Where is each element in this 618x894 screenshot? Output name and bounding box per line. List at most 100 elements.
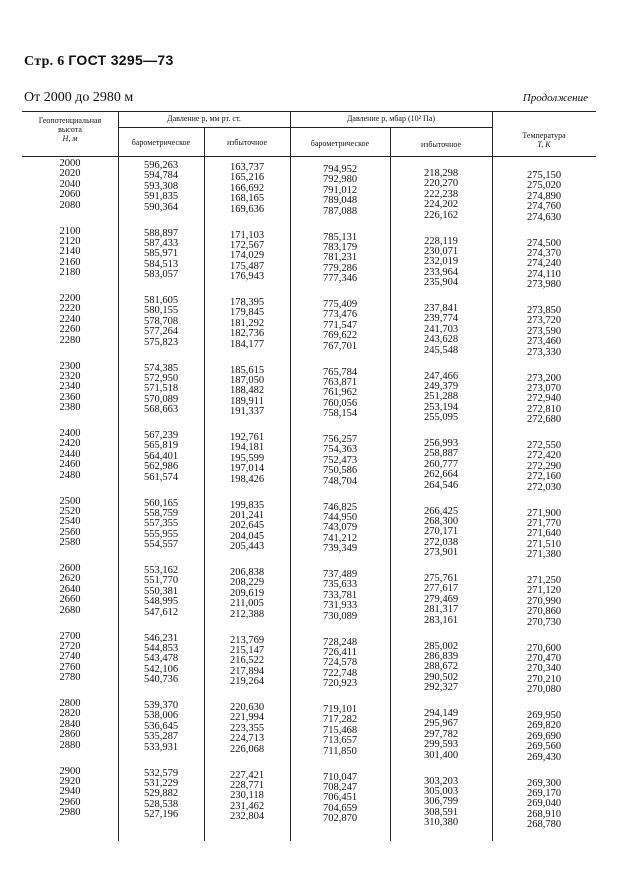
mm-barometric-cell: 548,995: [143, 596, 179, 608]
mbar-excess-column: 228,119 230,071 232,019 233,964 235,904: [390, 235, 492, 289]
mm-excess-cell: 228,771: [229, 779, 265, 791]
mm-barometric-cell: 594,784: [143, 170, 179, 182]
mm-barometric-cell: 587,433: [143, 237, 179, 249]
mm-excess-cell: 188,482: [229, 385, 265, 397]
temperature-cell: 274,500: [526, 237, 562, 249]
mm-barometric-cell: 578,708: [143, 315, 179, 327]
height-cell: 2840: [59, 718, 81, 730]
mm-barometric-cell: 560,165: [143, 497, 179, 509]
mm-barometric-cell: 536,645: [143, 720, 179, 732]
header-pressure-mm: Давление p, мм рт. ст.: [167, 114, 241, 123]
height-cell: 2080: [59, 199, 81, 211]
height-cell: 2980: [59, 807, 81, 819]
mm-barometric-cell: 596,263: [143, 160, 179, 171]
mbar-barometric-cell: 748,704: [322, 475, 358, 487]
mm-excess-cell: 178,395: [229, 297, 265, 308]
mm-barometric-cell: 584,513: [143, 258, 179, 270]
mm-excess-cell: 217,894: [229, 665, 265, 677]
mm-barometric-cell: 544,853: [143, 642, 179, 654]
temperature-column: 273,850 273,720 273,590 273,460 273,330: [492, 305, 596, 358]
mm-excess-cell: 194,181: [229, 442, 265, 454]
mbar-barometric-cell: 783,179: [322, 241, 358, 253]
mbar-excess-cell: 233,964: [423, 266, 459, 278]
mbar-excess-cell: 251,288: [423, 391, 459, 403]
height-cell: 2880: [59, 739, 81, 751]
mm-excess-cell: 209,619: [229, 587, 265, 599]
mbar-barometric-cell: 777,346: [322, 273, 358, 285]
mbar-barometric-cell: 706,451: [322, 792, 358, 804]
mm-excess-cell: 185,615: [229, 364, 265, 376]
range-title: От 2000 до 2980 м: [24, 90, 134, 105]
mbar-barometric-cell: 737,489: [322, 569, 358, 580]
mm-excess-cell: 176,943: [229, 271, 265, 283]
mm-barometric-cell: 583,057: [143, 269, 179, 281]
mbar-excess-cell: 294,149: [423, 708, 459, 719]
mbar-excess-cell: 297,782: [423, 728, 459, 740]
mm-barometric-cell: 593,308: [143, 180, 179, 192]
mm-barometric-cell: 561,574: [143, 471, 179, 483]
mm-excess-cell: 205,443: [229, 541, 265, 553]
mbar-barometric-cell: 722,748: [322, 667, 358, 679]
mbar-excess-cell: 308,591: [423, 806, 459, 818]
mbar-excess-cell: 228,119: [424, 235, 458, 247]
mbar-barometric-cell: 758,154: [322, 408, 358, 420]
mbar-excess-cell: 230,071: [423, 245, 459, 257]
temperature-cell: 274,890: [526, 190, 562, 202]
mm-barometric-cell: 570,089: [143, 393, 179, 405]
mm-excess-cell: 204,045: [229, 530, 265, 542]
mbar-excess-column: 237,841 239,774 241,703 243,628 245,548: [390, 303, 492, 356]
mm-excess-cell: 226,068: [229, 743, 265, 755]
height-column: 2400 2420 2440 2460 2480: [22, 428, 118, 481]
temperature-cell: 272,160: [526, 471, 562, 483]
mm-excess-cell: 224,713: [229, 733, 265, 745]
mm-barometric-cell: 562,986: [143, 461, 179, 473]
mbar-barometric-cell: 741,212: [322, 532, 358, 544]
temperature-cell: 270,990: [526, 595, 562, 607]
mbar-excess-column: 275,761 277,617 279,469 281,317 283,161: [390, 573, 492, 626]
height-cell: 2220: [59, 303, 81, 315]
height-cell: 2740: [59, 651, 81, 663]
mbar-excess-cell: 222,238: [423, 188, 459, 200]
height-cell: 2440: [59, 448, 81, 460]
mbar-excess-cell: 303,203: [423, 775, 459, 787]
mm-barometric-cell: 546,231: [143, 632, 179, 644]
mm-barometric-cell: 550,381: [143, 585, 179, 597]
height-cell: 2540: [59, 516, 81, 528]
mm-excess-column: 206,838 208,229 209,619 211,005 212,388: [204, 567, 290, 620]
mm-barometric-cell: 540,736: [143, 674, 179, 686]
mbar-excess-cell: 295,967: [423, 718, 459, 730]
mm-barometric-column: 539,370 538,006 536,645 535,287 533,931: [118, 700, 204, 753]
atmosphere-table: Геопотенциальная высота H, м Давление p,…: [22, 111, 596, 841]
height-cell: 2560: [59, 526, 81, 538]
mm-barometric-cell: 532,579: [143, 767, 179, 779]
temperature-cell: 271,510: [526, 538, 562, 550]
mbar-excess-column: 294,149 295,967 297,782 299,593 301,400: [390, 708, 492, 761]
mm-excess-cell: 171,103: [229, 229, 265, 241]
header-mbar-excess: избыточное: [420, 140, 462, 149]
mm-excess-cell: 208,229: [229, 577, 265, 589]
mm-excess-cell: 184,177: [229, 338, 265, 350]
header-height-line: высота: [58, 125, 82, 134]
temperature-cell: 273,070: [526, 382, 562, 394]
height-cell: 2520: [59, 505, 81, 517]
temperature-cell: 271,770: [526, 517, 562, 529]
temperature-cell: 268,780: [526, 819, 562, 831]
temperature-column: 272,550 272,420 272,290 272,160 272,030: [492, 440, 596, 493]
mbar-excess-cell: 260,777: [423, 458, 459, 470]
mbar-barometric-cell: 715,468: [322, 724, 358, 736]
mm-barometric-cell: 581,605: [143, 295, 179, 306]
temperature-cell: 269,820: [526, 720, 562, 732]
height-cell: 2640: [59, 583, 81, 595]
temperature-cell: 268,910: [526, 808, 562, 820]
mbar-excess-cell: 305,003: [423, 785, 459, 797]
mbar-excess-column: 218,298 220,270 222,238 224,202 226,162: [390, 168, 492, 221]
mbar-barometric-cell: 763,871: [322, 376, 358, 388]
mbar-barometric-cell: 754,363: [322, 444, 358, 456]
header-height-line: Геопотенциальная: [38, 116, 102, 125]
temperature-column: 275,150 275,020 274,890 274,760 274,630: [492, 170, 596, 223]
height-cell: 2380: [59, 402, 81, 414]
mbar-barometric-cell: 720,923: [322, 678, 358, 690]
mbar-barometric-cell: 765,784: [322, 366, 358, 378]
mm-excess-cell: 206,838: [229, 567, 265, 578]
height-cell: 2280: [59, 334, 81, 346]
